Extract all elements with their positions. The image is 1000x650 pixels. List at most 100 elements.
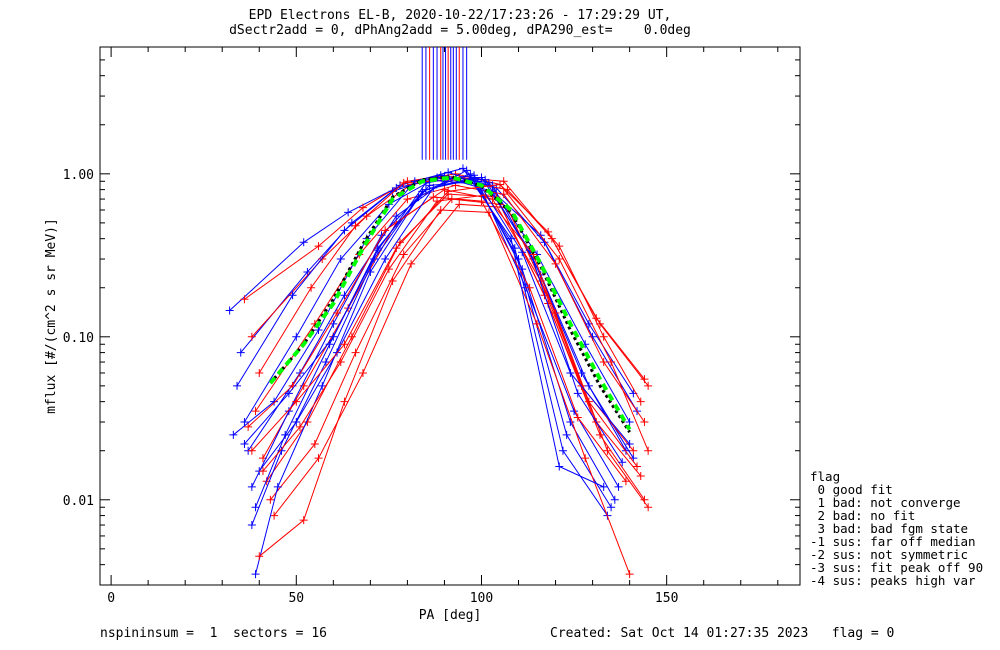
data-point-marker xyxy=(644,503,653,512)
data-point-marker xyxy=(351,348,360,357)
data-point-marker xyxy=(581,454,590,463)
data-point-marker xyxy=(296,422,304,431)
data-point-marker xyxy=(525,283,534,292)
footer-info: nspininsum = 1 sectors = 16 xyxy=(100,626,327,641)
data-point-marker xyxy=(407,259,416,268)
fit-curve xyxy=(268,175,632,431)
data-point-marker xyxy=(621,477,630,486)
chart-subtitle: dSectr2add = 0, dPhAng2add = 5.00deg, dP… xyxy=(229,23,691,38)
data-point-marker xyxy=(277,446,286,455)
data-point-marker xyxy=(255,368,264,377)
data-point-marker xyxy=(577,368,586,377)
data-point-marker xyxy=(314,326,323,335)
data-point-marker xyxy=(510,244,519,253)
data-point-marker xyxy=(566,418,575,427)
data-point-marker xyxy=(562,430,571,439)
data-point-marker xyxy=(396,238,404,247)
legend-item: -1 sus: far off median xyxy=(810,534,976,549)
data-point-marker xyxy=(503,185,512,194)
data-point-marker xyxy=(255,552,264,561)
data-point-marker xyxy=(314,242,323,251)
data-point-marker xyxy=(299,238,308,247)
data-point-marker xyxy=(566,368,575,377)
data-point-marker xyxy=(233,381,242,390)
data-point-marker xyxy=(499,177,508,186)
data-point-marker xyxy=(455,200,464,209)
data-point-marker xyxy=(392,244,401,253)
data-point-marker xyxy=(629,446,638,455)
data-point-marker xyxy=(336,358,345,367)
x-tick-label: 0 xyxy=(107,591,115,606)
data-point-marker xyxy=(340,226,349,235)
data-point-marker xyxy=(244,422,253,431)
data-point-marker xyxy=(640,418,649,427)
data-point-marker xyxy=(240,295,249,304)
data-point-marker xyxy=(392,212,401,221)
data-point-marker xyxy=(458,164,467,173)
legend-item: -4 sus: peaks high var xyxy=(810,573,976,588)
data-point-marker xyxy=(318,255,327,264)
data-point-marker xyxy=(299,381,308,390)
x-axis-label: PA [deg] xyxy=(419,608,482,623)
flag-legend: flag 0 good fit 1 bad: not converge 2 ba… xyxy=(810,470,983,587)
data-point-marker xyxy=(351,221,360,230)
data-point-marker xyxy=(499,190,508,199)
data-point-marker xyxy=(292,397,301,406)
y-tick-label: 0.01 xyxy=(63,494,94,509)
data-point-marker xyxy=(336,255,345,264)
data-point-marker xyxy=(496,180,504,189)
data-point-marker xyxy=(625,439,634,448)
data-point-marker xyxy=(258,467,267,476)
data-point-marker xyxy=(381,255,390,264)
data-point-marker xyxy=(618,458,627,467)
data-point-marker xyxy=(299,516,308,525)
data-point-marker xyxy=(399,178,408,187)
data-point-marker xyxy=(558,446,567,455)
series-line-5 xyxy=(258,179,642,402)
data-point-marker xyxy=(599,358,608,367)
data-point-marker xyxy=(318,381,327,390)
legend-item: 1 bad: not converge xyxy=(810,495,961,510)
data-point-marker xyxy=(599,482,608,491)
data-point-marker xyxy=(281,430,290,439)
data-point-marker xyxy=(555,242,564,251)
data-point-marker xyxy=(270,511,279,520)
data-point-marker xyxy=(555,462,564,471)
data-point-marker xyxy=(403,195,412,204)
data-point-marker xyxy=(229,430,238,439)
axes: 0 50 100 150 0.01 0.10 1.00 xyxy=(63,46,800,606)
legend-item: 2 bad: no fit xyxy=(810,508,916,523)
data-point-marker xyxy=(625,418,634,427)
data-point-marker xyxy=(610,495,619,504)
series-line-18 xyxy=(233,167,604,488)
data-point-marker xyxy=(440,185,449,194)
data-point-marker xyxy=(270,397,279,406)
data-point-marker xyxy=(551,259,560,268)
data-point-marker xyxy=(247,521,256,530)
series-line-17 xyxy=(258,209,631,575)
data-point-marker xyxy=(644,446,653,455)
data-point-marker xyxy=(403,177,412,186)
data-point-marker xyxy=(225,306,234,315)
x-tick-label: 150 xyxy=(655,591,678,606)
y-tick-label: 0.10 xyxy=(63,331,94,346)
data-point-marker xyxy=(518,248,527,257)
data-point-marker xyxy=(340,340,349,349)
data-point-marker xyxy=(266,495,275,504)
data-point-marker xyxy=(251,407,260,416)
data-point-marker xyxy=(366,267,375,276)
data-point-marker xyxy=(340,397,349,406)
legend-item: 3 bad: bad fgm state xyxy=(810,521,969,536)
data-point-marker xyxy=(358,203,367,212)
y-tick-label: 1.00 xyxy=(63,168,94,183)
data-point-marker xyxy=(236,348,245,357)
data-point-marker xyxy=(333,308,342,317)
data-point-marker xyxy=(247,482,256,491)
data-point-marker xyxy=(470,171,479,180)
data-point-marker xyxy=(329,332,338,341)
data-point-marker xyxy=(533,319,542,328)
series-line-14 xyxy=(251,173,612,526)
data-series xyxy=(225,47,653,579)
data-point-marker xyxy=(358,368,367,377)
data-point-marker xyxy=(444,187,453,196)
